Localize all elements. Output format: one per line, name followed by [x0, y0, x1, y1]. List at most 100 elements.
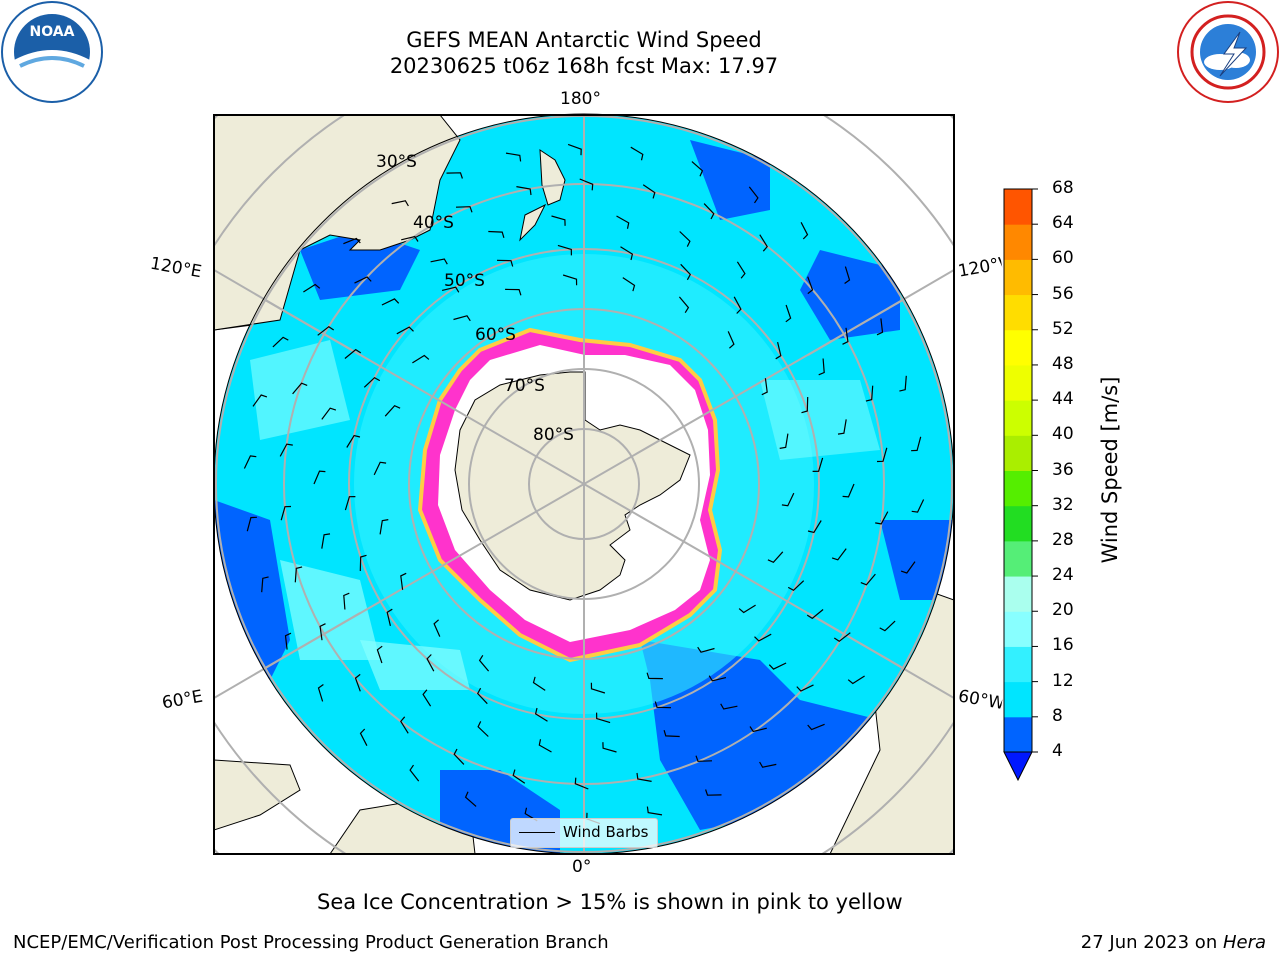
colorbar-tick-label: 64: [1052, 213, 1074, 234]
colorbar-tick-label: 40: [1052, 424, 1074, 445]
wind-barb: [426, 654, 435, 672]
wind-barb: [727, 331, 735, 349]
wind-barb: [551, 215, 566, 226]
colorbar-tick-label: 12: [1052, 670, 1074, 691]
wind-barb: [642, 184, 656, 199]
wind-barb: [280, 505, 292, 521]
wind-barb: [505, 288, 522, 296]
footer-left: NCEP/EMC/Verification Post Processing Pr…: [13, 932, 609, 953]
colorbar-bin: [1004, 611, 1032, 647]
wind-barb: [433, 619, 441, 637]
wind-barb: [708, 675, 727, 682]
wind-barb: [703, 203, 715, 220]
wind-barb: [488, 230, 505, 238]
wind-barb: [865, 385, 874, 402]
wind-barb: [243, 455, 257, 469]
wind-barb: [412, 354, 430, 364]
wind-barb: [831, 548, 847, 561]
nws-logo: [1177, 1, 1279, 103]
lat-label-70s: 70°S: [504, 376, 545, 396]
lat-label-80s: 80°S: [533, 425, 574, 445]
wind-barbs: [243, 143, 925, 825]
colorbar-tick-label: 68: [1052, 178, 1074, 198]
wind-barb: [622, 277, 636, 292]
wind-barb: [691, 161, 704, 177]
wind-barb: [800, 222, 809, 240]
footer-host: Hera: [1222, 932, 1266, 953]
wind-barb: [781, 492, 795, 507]
wind-barb: [759, 234, 768, 252]
wind-barb: [833, 632, 851, 643]
wind-barb: [697, 646, 715, 653]
wind-barb: [596, 712, 611, 724]
wind-barb: [321, 407, 337, 420]
wind-barb: [359, 554, 367, 572]
wind-barb: [284, 632, 292, 650]
wind-barb: [736, 261, 746, 279]
wind-barb: [538, 739, 552, 753]
wind-barb: [317, 325, 335, 336]
wind-barb: [396, 326, 414, 335]
colorbar-bin: [1004, 716, 1032, 753]
colorbar-tick-label: 52: [1052, 318, 1074, 339]
wind-barb: [512, 769, 526, 784]
wind-barb: [343, 237, 361, 245]
wind-barb: [279, 443, 293, 457]
wind-barb: [876, 447, 888, 463]
wind-barb: [807, 276, 814, 295]
wind-barb: [363, 376, 381, 388]
legend-label: Wind Barbs: [563, 823, 649, 841]
wind-barb: [567, 143, 582, 156]
wind-barb: [453, 748, 465, 765]
wind-barb: [775, 341, 782, 360]
land-masses: [214, 115, 566, 331]
wind-barb: [695, 755, 713, 762]
lat-label-50s: 50°S: [444, 271, 485, 291]
wind-barb: [343, 592, 350, 610]
noaa-logo-text: NOAA: [30, 24, 75, 40]
wind-barb: [386, 608, 393, 627]
colorbar-tick-label: 60: [1052, 248, 1074, 269]
wind-barb: [477, 721, 489, 737]
lat-label-40s: 40°S: [413, 213, 454, 233]
map-frame: [213, 114, 955, 855]
wind-barb: [879, 620, 896, 632]
wind-barb: [646, 672, 663, 680]
wind-barb: [738, 604, 756, 614]
wind-barb: [261, 576, 269, 593]
wind-barb: [787, 580, 805, 592]
wind-barb: [401, 235, 419, 242]
colorbar-bin: [1004, 681, 1032, 718]
wind-barb: [532, 676, 546, 691]
wind-barb: [319, 623, 326, 641]
wind-barb: [379, 519, 389, 535]
wind-barb: [620, 246, 634, 261]
wind-barb: [630, 146, 644, 161]
sea-ice-caption: Sea Ice Concentration > 15% is shown in …: [317, 890, 903, 914]
colorbar-tick-label: 8: [1052, 705, 1063, 726]
wind-barb: [679, 231, 691, 247]
wind-barb: [321, 533, 331, 549]
wind-barb: [801, 396, 809, 414]
wind-barb: [860, 573, 876, 586]
map-legend: Wind Barbs: [510, 818, 658, 848]
colorbar: [1003, 188, 1038, 782]
wind-barb: [505, 152, 522, 162]
colorbar-bin: [1004, 364, 1032, 401]
wind-barb: [455, 206, 473, 213]
wind-barb: [911, 499, 925, 513]
wind-barb: [636, 772, 652, 782]
wind-barb: [313, 470, 326, 485]
wind-barb: [720, 703, 738, 710]
wind-barb: [899, 375, 907, 392]
wind-barb: [754, 633, 772, 642]
wind-barb: [680, 263, 692, 281]
wind-barb: [344, 496, 356, 511]
colorbar-bin: [1004, 189, 1032, 225]
wind-barb: [557, 244, 572, 256]
wind-barb: [381, 298, 400, 306]
chart-subtitle: 20230625 t06z 168h fcst Max: 17.97: [389, 54, 779, 78]
wind-barb: [574, 777, 589, 790]
wind-barb: [446, 172, 463, 179]
